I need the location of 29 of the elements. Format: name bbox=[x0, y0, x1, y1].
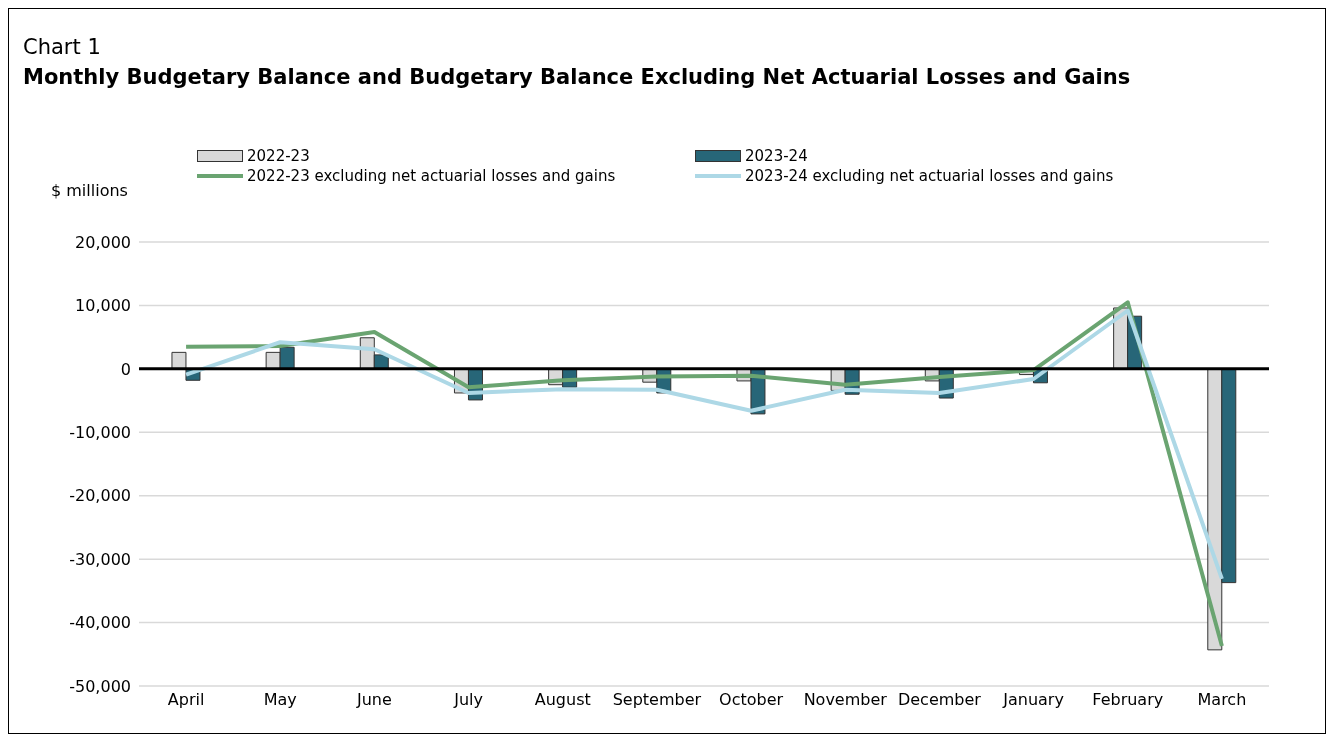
chart-subtitle: Monthly Budgetary Balance and Budgetary Balance Excluding Net Actuarial Losses and Gains bbox=[23, 65, 1131, 89]
x-tick-label: March bbox=[1197, 690, 1247, 710]
legend-label: 2022-23 bbox=[247, 147, 310, 165]
x-tick-label: September bbox=[612, 690, 702, 710]
x-tick-label: June bbox=[355, 690, 392, 710]
line-series bbox=[184, 308, 1224, 581]
y-axis-title: $ millions bbox=[51, 181, 128, 200]
line-series bbox=[184, 300, 1224, 649]
y-tick-label: -20,000 bbox=[69, 486, 131, 506]
y-tick-label: -30,000 bbox=[69, 549, 131, 569]
x-tick-label: October bbox=[719, 690, 784, 710]
x-tick-label: July bbox=[453, 690, 483, 710]
chart-title: Chart 1 bbox=[23, 35, 101, 59]
x-tick-label: November bbox=[803, 690, 888, 710]
legend-label: 2023-24 bbox=[745, 147, 808, 165]
y-tick-label: -40,000 bbox=[69, 613, 131, 633]
x-tick-label: January bbox=[1002, 690, 1064, 710]
legend-label: 2022-23 excluding net actuarial losses and gains bbox=[247, 167, 616, 185]
y-tick-label: 10,000 bbox=[75, 296, 131, 316]
y-tick-label: 20,000 bbox=[75, 232, 131, 252]
legend-label: 2023-24 excluding net actuarial losses and gains bbox=[745, 167, 1114, 185]
x-tick-label: May bbox=[263, 690, 297, 710]
x-tick-label: April bbox=[167, 690, 205, 710]
x-tick-label: August bbox=[534, 690, 591, 710]
x-tick-label: February bbox=[1092, 690, 1164, 710]
x-tick-label: December bbox=[897, 690, 982, 710]
y-tick-label: -50,000 bbox=[69, 676, 131, 696]
y-tick-label: 0 bbox=[120, 359, 131, 379]
y-tick-label: -10,000 bbox=[69, 422, 131, 442]
